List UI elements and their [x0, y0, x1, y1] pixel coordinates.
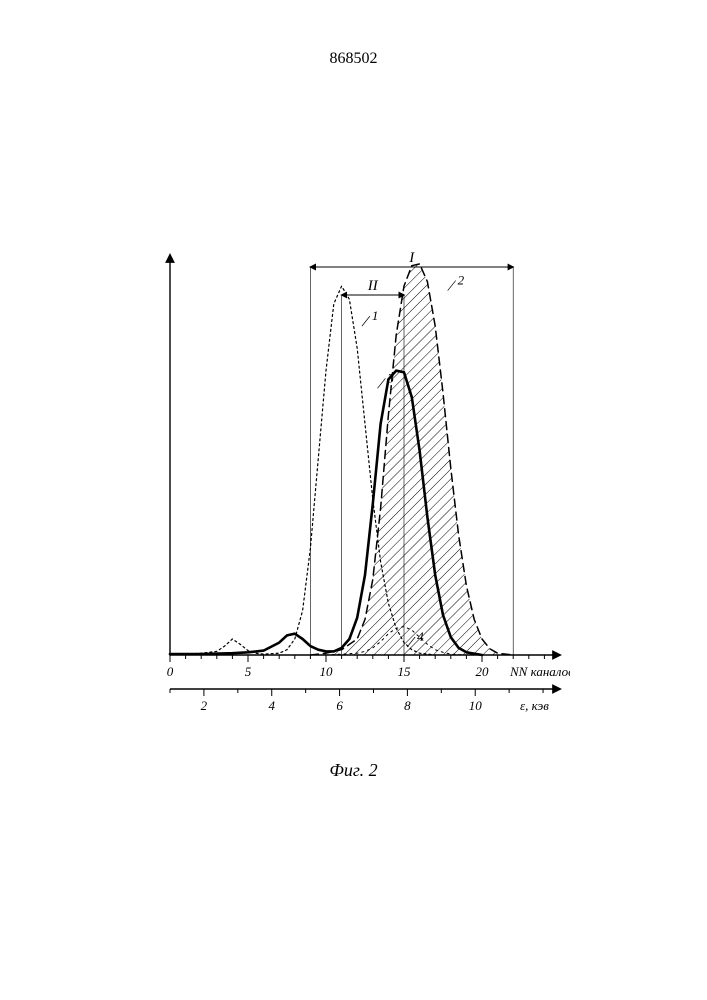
svg-text:10: 10: [469, 698, 483, 713]
chart-svg: 05101520NN каналов246810ε, кэвIII1234: [150, 235, 570, 745]
svg-text:0: 0: [167, 664, 174, 679]
svg-text:ε, кэв: ε, кэв: [520, 698, 549, 713]
svg-text:II: II: [367, 278, 379, 294]
svg-text:1: 1: [372, 308, 379, 323]
svg-text:5: 5: [245, 664, 252, 679]
svg-text:2: 2: [458, 273, 465, 288]
svg-text:3: 3: [386, 370, 394, 385]
svg-text:I: I: [408, 250, 415, 266]
svg-text:NN каналов: NN каналов: [509, 664, 570, 679]
svg-text:10: 10: [320, 664, 334, 679]
svg-text:4: 4: [417, 629, 424, 644]
page-number: 868502: [0, 50, 707, 68]
svg-text:15: 15: [398, 664, 412, 679]
svg-text:2: 2: [201, 698, 208, 713]
figure-caption: Фиг. 2: [0, 760, 707, 781]
svg-text:8: 8: [404, 698, 411, 713]
svg-text:6: 6: [336, 698, 343, 713]
svg-text:4: 4: [268, 698, 275, 713]
spectrum-chart: 05101520NN каналов246810ε, кэвIII1234: [150, 235, 570, 745]
svg-text:20: 20: [476, 664, 490, 679]
